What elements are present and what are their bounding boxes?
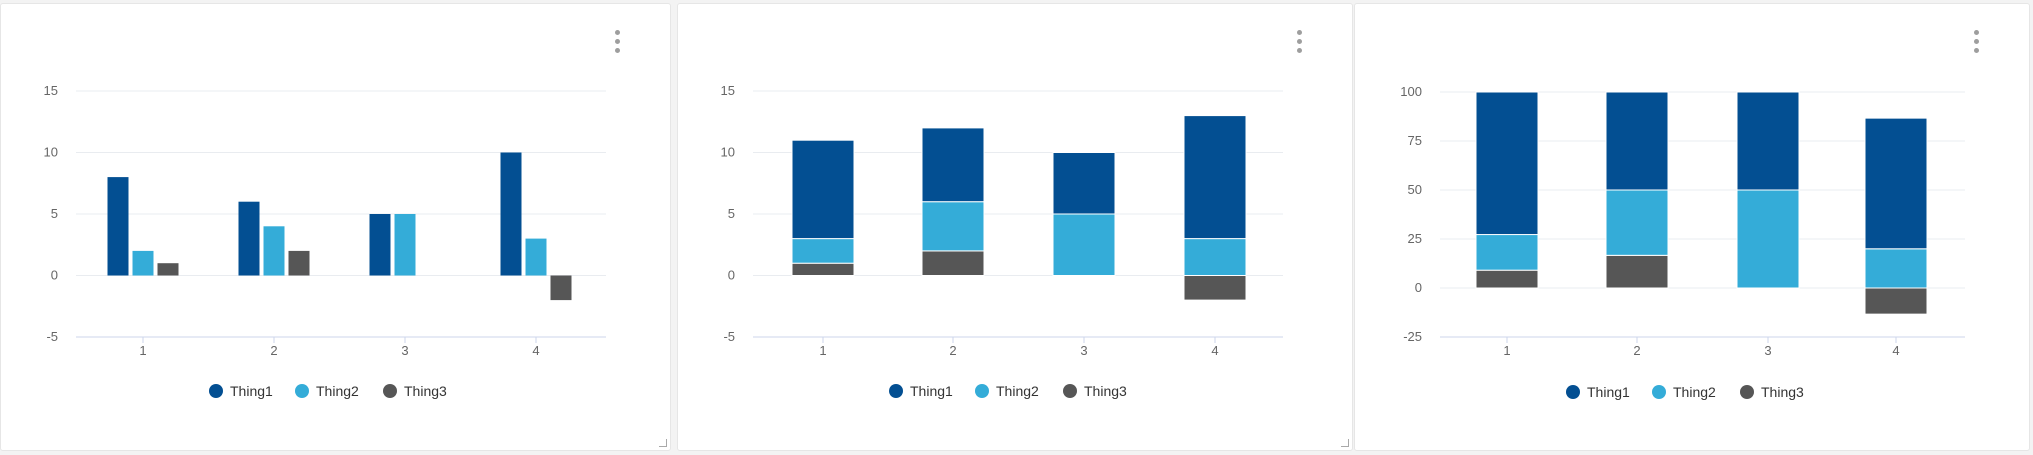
legend-marker-icon — [975, 384, 989, 398]
legend-marker-icon — [1740, 385, 1754, 399]
y-tick-label: -5 — [723, 329, 735, 344]
bar-thing2-cat4 — [525, 238, 547, 276]
legend-marker-icon — [1566, 385, 1580, 399]
chart-panel-percent: 100 75 50 25 0 -25 1 2 3 4 Thing1 Thing2 Thing3 — [1354, 3, 2030, 451]
legend-label: Thing3 — [1084, 383, 1127, 399]
x-tick-label: 3 — [401, 343, 408, 358]
legend-item-thing3[interactable]: Thing3 — [1063, 383, 1127, 399]
stacked-bar-thing1-cat3 — [1052, 152, 1116, 215]
stacked-bar-thing2-cat2 — [921, 201, 985, 252]
y-tick-label: 0 — [51, 268, 58, 283]
legend-label: Thing1 — [1587, 384, 1630, 400]
grouped-bar-chart: 15 10 5 0 -5 1 2 3 4 Thing1 Thing2 Thing3 — [44, 83, 606, 399]
y-tick-label: -25 — [1403, 329, 1422, 344]
bar-thing1-cat3 — [369, 214, 391, 276]
stacked-bar-thing3-cat4 — [1864, 287, 1928, 315]
legend-item-thing3[interactable]: Thing3 — [1740, 384, 1804, 400]
stacked-bar-thing2-cat3 — [1736, 189, 1800, 289]
legend-label: Thing2 — [996, 383, 1039, 399]
legend-item-thing2[interactable]: Thing2 — [975, 383, 1039, 399]
chart-menu-icon[interactable] — [1294, 30, 1304, 56]
x-tick-label: 2 — [949, 343, 956, 358]
legend-marker-icon — [1652, 385, 1666, 399]
y-tick-label: 10 — [721, 145, 735, 160]
x-tick-label: 4 — [532, 343, 539, 358]
resize-handle-icon[interactable] — [659, 439, 667, 447]
y-tick-label: 10 — [44, 145, 58, 160]
legend-item-thing1[interactable]: Thing1 — [209, 383, 273, 399]
x-tick-label: 1 — [1503, 343, 1510, 358]
y-tick-label: 75 — [1408, 133, 1422, 148]
stacked-bar-thing1-cat1 — [791, 139, 855, 240]
legend-label: Thing3 — [404, 383, 447, 399]
x-tick-label: 4 — [1892, 343, 1899, 358]
y-tick-label: 5 — [51, 206, 58, 221]
x-tick-label: 2 — [1633, 343, 1640, 358]
bar-thing3-cat4 — [550, 275, 572, 301]
stacked-bar-thing1-cat2 — [1605, 91, 1669, 191]
x-tick-label: 2 — [270, 343, 277, 358]
legend-item-thing2[interactable]: Thing2 — [295, 383, 359, 399]
bar-thing3-cat2 — [288, 250, 310, 276]
legend-item-thing3[interactable]: Thing3 — [383, 383, 447, 399]
legend-item-thing1[interactable]: Thing1 — [1566, 384, 1630, 400]
y-tick-label: 50 — [1408, 182, 1422, 197]
y-tick-label: 15 — [721, 83, 735, 98]
stacked-bar-thing1-cat4 — [1183, 115, 1247, 240]
legend-label: Thing2 — [1673, 384, 1716, 400]
x-tick-label: 1 — [819, 343, 826, 358]
legend-marker-icon — [889, 384, 903, 398]
legend-label: Thing3 — [1761, 384, 1804, 400]
x-tick-label: 1 — [139, 343, 146, 358]
bar-thing3-cat1 — [157, 263, 179, 276]
x-tick-label: 4 — [1211, 343, 1218, 358]
legend-item-thing2[interactable]: Thing2 — [1652, 384, 1716, 400]
y-tick-label: 5 — [728, 206, 735, 221]
y-tick-label: 25 — [1408, 231, 1422, 246]
bar-thing1-cat4 — [500, 152, 522, 276]
legend-marker-icon — [295, 384, 309, 398]
bar-thing1-cat2 — [238, 201, 260, 276]
x-tick-label: 3 — [1080, 343, 1087, 358]
stacked-bar-thing3-cat2 — [921, 250, 985, 276]
stacked-bar-thing1-cat2 — [921, 127, 985, 203]
stacked-bar-thing2-cat1 — [791, 238, 855, 264]
x-tick-label: 3 — [1764, 343, 1771, 358]
legend-marker-icon — [383, 384, 397, 398]
y-tick-label: 100 — [1400, 84, 1422, 99]
stacked-bar-thing3-cat2 — [1605, 254, 1669, 289]
stacked-bar-thing2-cat4 — [1183, 238, 1247, 277]
stacked-bar-thing2-cat3 — [1052, 213, 1116, 276]
legend-label: Thing2 — [316, 383, 359, 399]
stacked-bar-thing1-cat1 — [1475, 91, 1539, 236]
chart-menu-icon[interactable] — [612, 30, 622, 56]
stacked-bar-thing3-cat1 — [1475, 269, 1539, 289]
y-tick-label: 0 — [728, 268, 735, 283]
resize-handle-icon[interactable] — [1341, 439, 1349, 447]
stacked-bar-thing1-cat4 — [1864, 117, 1928, 250]
legend-label: Thing1 — [230, 383, 273, 399]
bar-thing2-cat3 — [394, 214, 416, 276]
stacked-bar-thing2-cat1 — [1475, 234, 1539, 271]
y-tick-label: 15 — [44, 83, 58, 98]
chart-panel-stacked: 15 10 5 0 -5 1 2 3 4 Thing1 Thing2 Thing3 — [677, 3, 1353, 451]
legend-item-thing1[interactable]: Thing1 — [889, 383, 953, 399]
stacked-bar-thing1-cat3 — [1736, 91, 1800, 191]
legend-label: Thing1 — [910, 383, 953, 399]
chart-menu-icon[interactable] — [1971, 30, 1981, 56]
legend-marker-icon — [1063, 384, 1077, 398]
bar-thing1-cat1 — [107, 177, 129, 276]
stacked-bar-thing2-cat2 — [1605, 189, 1669, 256]
legend-marker-icon — [209, 384, 223, 398]
percent-stacked-bar-chart: 100 75 50 25 0 -25 1 2 3 4 Thing1 Thing2 Thing3 — [1400, 84, 1965, 400]
stacked-bar-thing3-cat4 — [1183, 275, 1247, 301]
chart-panel-grouped: 15 10 5 0 -5 1 2 3 4 Thing1 Thing2 Thing3 — [0, 3, 671, 451]
stacked-bar-thing3-cat1 — [791, 262, 855, 277]
stacked-bar-chart: 15 10 5 0 -5 1 2 3 4 Thing1 Thing2 Thing3 — [721, 83, 1283, 399]
y-tick-label: -5 — [46, 329, 58, 344]
bar-thing2-cat1 — [132, 250, 154, 276]
stacked-bar-thing2-cat4 — [1864, 248, 1928, 289]
bar-thing2-cat2 — [263, 226, 285, 276]
y-tick-label: 0 — [1415, 280, 1422, 295]
